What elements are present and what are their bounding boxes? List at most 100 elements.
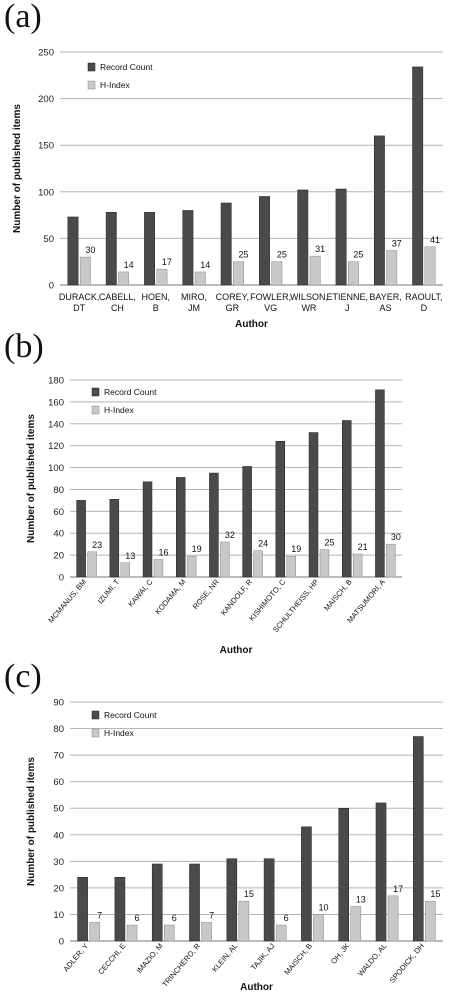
y-tick-label: 250 <box>38 48 54 59</box>
x-tick-label-line: FOWLER, <box>250 292 291 302</box>
h-index-bar <box>164 924 175 942</box>
x-tick-label: SPODICK, DH <box>388 942 426 985</box>
h-index-bar <box>253 550 263 578</box>
x-tick-label-line: MIRO, <box>181 292 207 302</box>
x-axis-title: Author <box>220 645 253 656</box>
record-count-bar <box>109 499 120 578</box>
x-tick-label: HOEN, B <box>141 292 170 313</box>
x-axis-title: Author <box>240 982 273 993</box>
x-tick-label: DURACK, DT <box>59 292 100 313</box>
data-label: 15 <box>244 889 254 899</box>
legend-label: Record Count <box>100 62 153 72</box>
x-tick-label: CABELL, CH <box>99 292 136 313</box>
legend-label: H-Index <box>104 728 135 738</box>
record-count-bar <box>338 807 349 942</box>
data-label: 23 <box>92 540 102 550</box>
h-index-bar <box>118 271 130 286</box>
x-tick-label: CECCHI, E <box>96 942 127 977</box>
h-index-bar <box>286 555 297 578</box>
panel-label: (a) <box>4 0 42 35</box>
x-tick-label: KANDOLF, R <box>219 577 255 617</box>
x-axis-title: Author <box>235 319 268 330</box>
x-tick-label-line: ETIENNE, <box>326 292 368 302</box>
x-tick-label: COREY, GR <box>216 292 249 313</box>
x-tick-label-line: WILSON, <box>290 292 328 302</box>
h-index-bar <box>201 922 212 942</box>
h-index-bar <box>350 906 362 942</box>
h-index-bar <box>424 246 436 286</box>
record-count-bar <box>189 863 200 942</box>
record-count-bar <box>335 188 347 286</box>
h-index-bar <box>89 922 100 942</box>
record-count-bar <box>220 202 232 286</box>
h-index-bar <box>126 924 138 942</box>
legend-label: Record Count <box>104 710 157 720</box>
chart-panel-b: (b) 0 20 40 60 80 100 120 140 160 180 Number of pu… <box>0 330 452 660</box>
record-count-bar <box>412 66 424 286</box>
data-label: 14 <box>124 260 134 270</box>
data-label: 13 <box>125 551 135 561</box>
data-label: 6 <box>172 913 177 923</box>
data-label: 7 <box>97 910 102 920</box>
h-index-bar <box>319 549 330 578</box>
y-tick-label: 100 <box>48 463 64 474</box>
bar-chart: 0 20 40 60 80 100 120 140 160 180 Number of publis… <box>26 376 402 656</box>
record-count-bar <box>308 432 319 578</box>
x-tick-label: KAWAI, C <box>126 577 155 609</box>
h-index-bar <box>309 255 321 286</box>
h-index-bar <box>271 261 283 286</box>
y-tick-label: 0 <box>59 937 64 948</box>
y-tick-label: 10 <box>53 910 64 921</box>
panel-label: (c) <box>4 658 42 695</box>
x-tick-label: MAISCH, B <box>282 942 314 977</box>
x-tick-label-line: JM <box>188 303 200 313</box>
data-label: 30 <box>85 245 95 255</box>
x-tick-label: TRINCHERO, R <box>160 941 202 989</box>
y-tick-label: 120 <box>48 441 64 452</box>
record-count-bar <box>67 216 79 286</box>
x-tick-label-line: COREY, <box>216 292 249 302</box>
data-label: 32 <box>225 530 235 540</box>
data-label: 19 <box>291 544 301 554</box>
legend-swatch <box>91 387 100 397</box>
bar-chart: 0 10 20 30 40 50 60 70 80 90 Number of published i… <box>26 698 443 993</box>
record-count-bar <box>341 420 352 578</box>
y-tick-label: 200 <box>38 94 54 105</box>
x-tick-label: ADLER, Y <box>61 942 90 974</box>
record-count-bar <box>263 858 275 942</box>
y-tick-label: 180 <box>48 376 64 387</box>
data-label: 13 <box>356 894 366 904</box>
x-tick-label-line: DT <box>73 303 85 313</box>
x-tick-label: MCMANUS, BM <box>46 578 88 625</box>
record-count-bar <box>142 481 153 578</box>
y-tick-label: 60 <box>53 777 64 788</box>
record-count-bar <box>301 826 312 942</box>
y-tick-label: 80 <box>53 724 64 735</box>
h-index-bar <box>156 268 168 286</box>
x-tick-label-line: AS <box>380 303 392 313</box>
x-tick-label-line: J <box>345 303 350 313</box>
x-tick-label-line: B <box>153 303 159 313</box>
x-tick-label: IZUMI, T <box>96 577 122 605</box>
record-count-bar <box>182 210 194 286</box>
legend-swatch <box>87 62 96 72</box>
chart-panel-c: (c) 0 10 20 30 40 50 60 70 80 90 Number of publish… <box>0 660 452 1000</box>
data-label: 25 <box>239 250 249 260</box>
h-index-bar <box>313 914 324 942</box>
x-tick-label: OH, JK <box>329 942 351 966</box>
x-tick-label: KLEIN, AL <box>210 942 239 974</box>
y-tick-label: 0 <box>49 281 54 292</box>
data-label: 25 <box>324 538 334 548</box>
x-tick-label-line: D <box>421 303 428 313</box>
y-tick-label: 0 <box>59 573 64 584</box>
data-label: 25 <box>277 250 287 260</box>
data-label: 10 <box>318 902 328 912</box>
legend-label: H-Index <box>100 80 131 90</box>
h-index-bar <box>220 541 230 578</box>
legend-swatch <box>87 80 96 90</box>
h-index-bar <box>386 543 396 578</box>
record-count-bar <box>76 500 86 578</box>
data-label: 15 <box>430 889 440 899</box>
y-tick-label: 20 <box>53 883 64 894</box>
data-label: 6 <box>284 913 289 923</box>
